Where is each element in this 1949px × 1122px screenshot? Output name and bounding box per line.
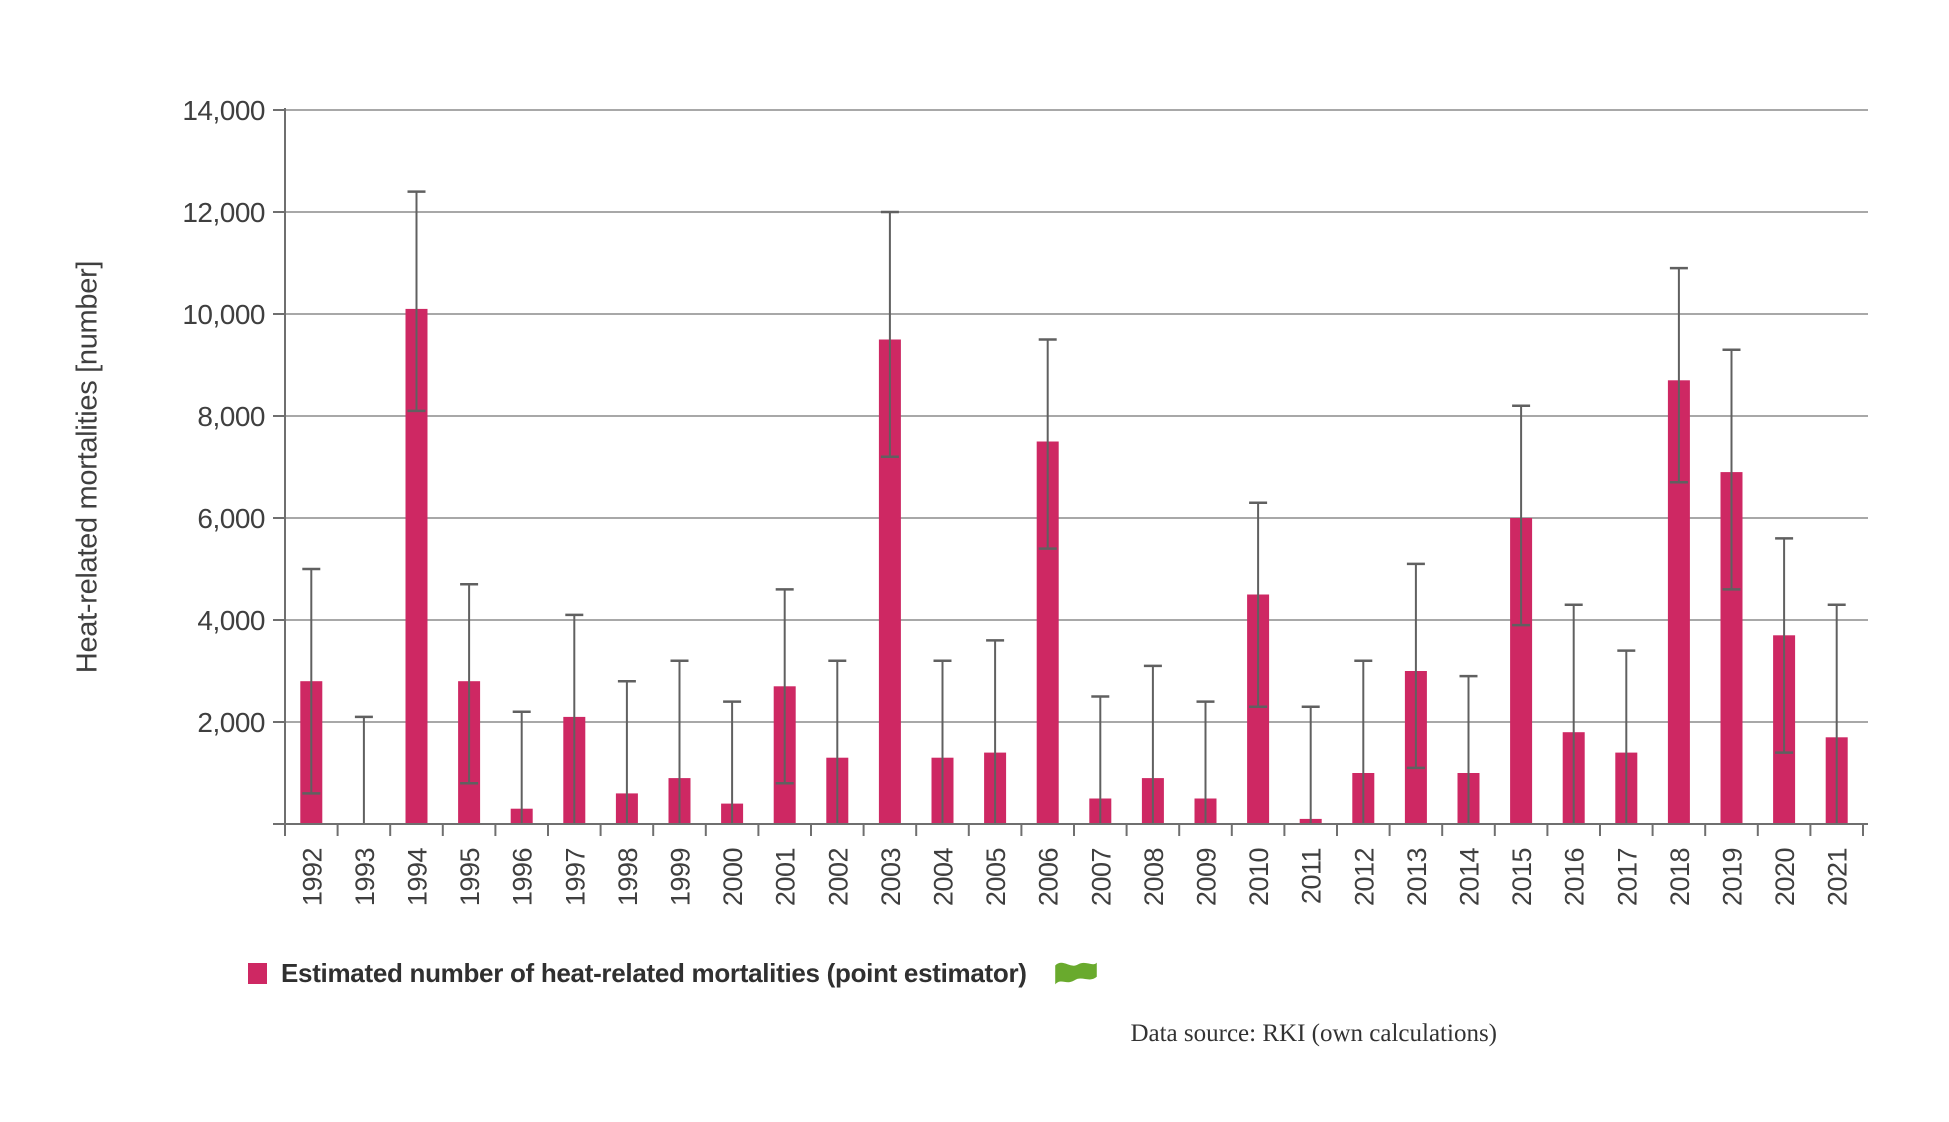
y-tick-label: 10,000 [182, 299, 265, 330]
green-flag-icon [1054, 962, 1097, 985]
x-label-1998: 1998 [613, 848, 643, 906]
x-label-2018: 2018 [1665, 848, 1695, 906]
bar-2003 [878, 339, 901, 824]
x-label-2013: 2013 [1402, 848, 1432, 906]
x-label-2014: 2014 [1455, 848, 1485, 907]
bar-2010 [1247, 594, 1270, 824]
x-label-1995: 1995 [455, 848, 485, 906]
x-label-2003: 2003 [876, 848, 906, 906]
bar-2015 [1510, 518, 1533, 824]
y-tick-label: 8,000 [197, 401, 265, 432]
x-label-2015: 2015 [1507, 848, 1537, 906]
data-source: Data source: RKI (own calculations) [1130, 1020, 1497, 1047]
y-tick-label: 14,000 [182, 95, 265, 126]
x-label-1992: 1992 [297, 848, 327, 906]
x-label-1997: 1997 [560, 848, 590, 906]
y-tick-label: 4,000 [197, 605, 265, 636]
legend-label: Estimated number of heat-related mortali… [281, 957, 1027, 988]
x-label-2009: 2009 [1192, 848, 1222, 906]
x-label-2019: 2019 [1718, 848, 1748, 906]
x-label-2007: 2007 [1086, 848, 1116, 906]
x-label-2008: 2008 [1139, 848, 1169, 906]
x-label-2011: 2011 [1297, 848, 1327, 904]
x-label-1993: 1993 [350, 848, 380, 906]
x-label-2002: 2002 [823, 848, 853, 906]
x-label-2000: 2000 [718, 848, 748, 906]
bar-1994 [405, 308, 428, 824]
x-label-1996: 1996 [508, 848, 538, 906]
x-label-1994: 1994 [403, 848, 433, 907]
x-label-2010: 2010 [1244, 848, 1274, 906]
x-label-2020: 2020 [1770, 848, 1800, 906]
y-tick-label: 6,000 [197, 503, 265, 534]
x-label-2017: 2017 [1612, 848, 1642, 906]
bar-2018 [1667, 380, 1690, 824]
bar-2006 [1036, 441, 1059, 824]
legend-swatch [248, 962, 267, 984]
legend: Estimated number of heat-related mortali… [248, 956, 1099, 990]
x-label-2004: 2004 [929, 848, 959, 907]
x-label-2006: 2006 [1034, 848, 1064, 906]
y-tick-label: 2,000 [197, 707, 265, 738]
x-label-2001: 2001 [771, 848, 801, 906]
x-label-2016: 2016 [1560, 848, 1590, 906]
x-label-2021: 2021 [1823, 848, 1853, 906]
bar-2019 [1720, 472, 1743, 824]
x-label-2005: 2005 [981, 848, 1011, 906]
x-label-2012: 2012 [1349, 848, 1379, 906]
y-tick-label: 12,000 [182, 197, 265, 228]
x-label-1999: 1999 [666, 848, 696, 906]
